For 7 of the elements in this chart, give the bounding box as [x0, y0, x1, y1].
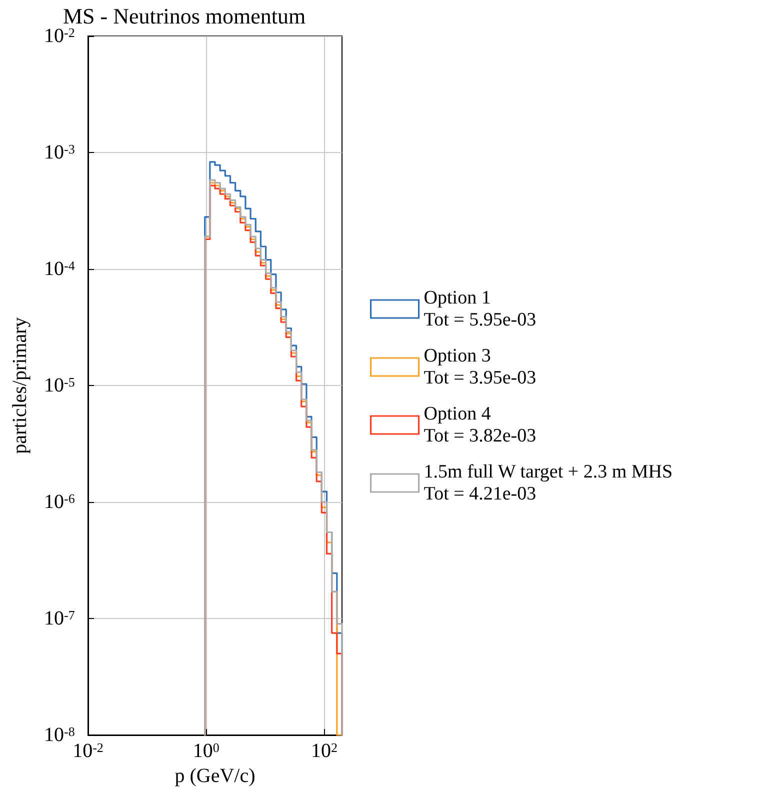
- legend-label: 1.5m full W target + 2.3 m MHS Tot = 4.21e-03: [424, 462, 673, 504]
- chart-title: MS - Neutrinos momentum: [63, 4, 306, 28]
- legend-label: Option 4 Tot = 3.82e-03: [424, 404, 536, 446]
- y-axis-title: particles/primary: [9, 317, 31, 454]
- legend-label: Option 1 Tot = 5.95e-03: [424, 288, 536, 330]
- legend-label: Option 3 Tot = 3.95e-03: [424, 346, 536, 388]
- x-axis-title: p (GeV/c): [174, 764, 256, 787]
